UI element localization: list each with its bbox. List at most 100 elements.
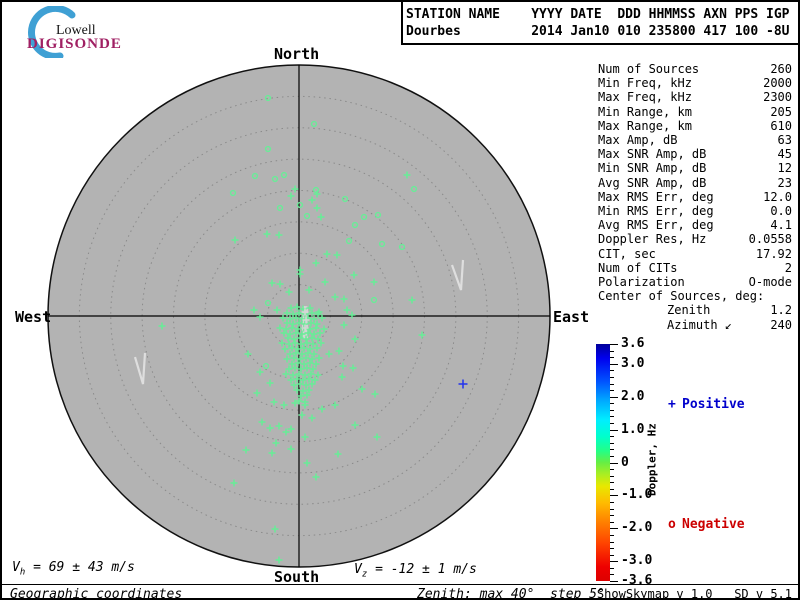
param-row: Num of CITs 2 (598, 261, 792, 275)
source-marker-plus (287, 376, 295, 384)
param-label: Max Freq, kHz (598, 90, 692, 105)
source-marker-plus (312, 360, 320, 368)
source-marker-plus (300, 360, 308, 368)
source-marker-plus (288, 344, 296, 352)
source-marker-plus (256, 313, 264, 321)
source-marker-plus (284, 334, 292, 342)
source-marker-plus (315, 354, 323, 362)
interference-artifact (450, 259, 465, 291)
source-marker-plus (340, 295, 348, 303)
source-marker-plus (320, 325, 328, 333)
source-marker-circle (264, 299, 272, 307)
source-marker-plus (348, 311, 356, 319)
source-marker-plus (289, 320, 297, 328)
source-marker-circle (374, 211, 382, 219)
source-marker-circle (264, 94, 272, 102)
source-marker-plus (282, 325, 290, 333)
source-marker-plus (286, 350, 294, 358)
source-marker-plus (292, 349, 300, 357)
source-marker-plus (280, 329, 288, 337)
source-marker-circle (276, 204, 284, 212)
source-marker-plus (403, 171, 411, 179)
source-marker-plus (273, 306, 281, 314)
source-marker-plus (305, 386, 313, 394)
source-marker-plus (321, 278, 329, 286)
source-marker-plus (286, 330, 294, 338)
source-marker-plus (291, 364, 299, 372)
source-marker-plus (283, 309, 291, 317)
source-marker-circle (251, 172, 259, 180)
param-value: 4.1 (770, 218, 792, 233)
param-row: Num of Sources 260 (598, 62, 792, 76)
source-marker-plus (301, 324, 309, 332)
compass-north-label: North (274, 45, 320, 63)
colorbar-major-tick (610, 429, 618, 431)
source-marker-plus (291, 399, 299, 407)
param-value: 205 (770, 104, 792, 119)
source-marker-plus (231, 236, 239, 244)
interference-artifact (133, 352, 147, 385)
source-marker-plus (301, 401, 309, 409)
source-marker-plus (343, 306, 351, 314)
param-value: 2300 (763, 90, 792, 105)
source-marker-circle (303, 212, 311, 220)
doppler-colorbar: 3.6 3.0 2.0 1.0 0 -1.0 -2.0 -3.0 -3.6 (596, 337, 686, 588)
source-marker-plus (287, 445, 295, 453)
colorbar-minor-tick (610, 449, 614, 451)
param-label: Polarization (598, 275, 685, 290)
param-row: Max Amp, dB 63 (598, 133, 792, 147)
param-label: Avg SNR Amp, dB (598, 175, 707, 190)
param-label: Avg RMS Err, deg (598, 218, 714, 233)
source-marker-plus (287, 304, 295, 312)
source-marker-plus (310, 330, 318, 338)
source-marker-plus (331, 293, 339, 301)
colorbar-major-tick (610, 495, 618, 497)
source-marker-plus (301, 433, 309, 441)
source-marker-circle (378, 240, 386, 248)
header-divider-horizontal (401, 43, 798, 45)
doppler-colorbar-gradient (596, 344, 610, 581)
source-marker-plus (293, 303, 301, 311)
source-marker-plus (289, 310, 297, 318)
legend-negative: o Negative (668, 517, 745, 532)
source-marker-circle (296, 201, 304, 209)
colorbar-major-tick (610, 528, 618, 530)
colorbar-minor-tick (610, 515, 614, 517)
param-label: Max RMS Err, deg (598, 189, 714, 204)
source-marker-plus (298, 315, 306, 323)
colorbar-major-tick (610, 396, 618, 398)
source-marker-plus (312, 324, 320, 332)
param-label: Max Range, km (598, 118, 692, 133)
param-row: Min SNR Amp, dB 12 (598, 161, 792, 175)
source-marker-plus (296, 270, 304, 278)
source-marker-plus (297, 365, 305, 373)
colorbar-major-tick (610, 363, 618, 365)
colorbar-minor-tick (610, 548, 614, 550)
colorbar-minor-tick (610, 442, 614, 444)
param-row: Avg RMS Err, deg 4.1 (598, 218, 792, 232)
source-marker-plus (316, 329, 324, 337)
param-value: 610 (770, 118, 792, 133)
source-marker-plus (335, 347, 343, 355)
source-marker-plus (266, 424, 274, 432)
source-marker-plus (291, 185, 299, 193)
colorbar-minor-tick (610, 488, 614, 490)
source-marker-plus (299, 387, 307, 395)
param-row: Min Freq, kHz 2000 (598, 76, 792, 90)
colorbar-minor-tick (610, 554, 614, 556)
source-marker-plus (271, 525, 279, 533)
source-marker-circle (345, 237, 353, 245)
source-marker-plus (289, 371, 297, 379)
source-marker-plus (296, 380, 304, 388)
compass-south-label: South (274, 568, 320, 586)
colorbar-minor-tick (610, 574, 614, 576)
source-marker-circle (262, 362, 270, 370)
param-row: Avg SNR Amp, dB 23 (598, 176, 792, 190)
colorbar-minor-tick (610, 403, 614, 405)
source-marker-plus (295, 397, 303, 405)
source-marker-plus (250, 306, 258, 314)
source-marker-plus (304, 349, 312, 357)
source-marker-plus (318, 405, 326, 413)
source-marker-plus (230, 479, 238, 487)
circle-marker-icon: o (668, 517, 676, 532)
